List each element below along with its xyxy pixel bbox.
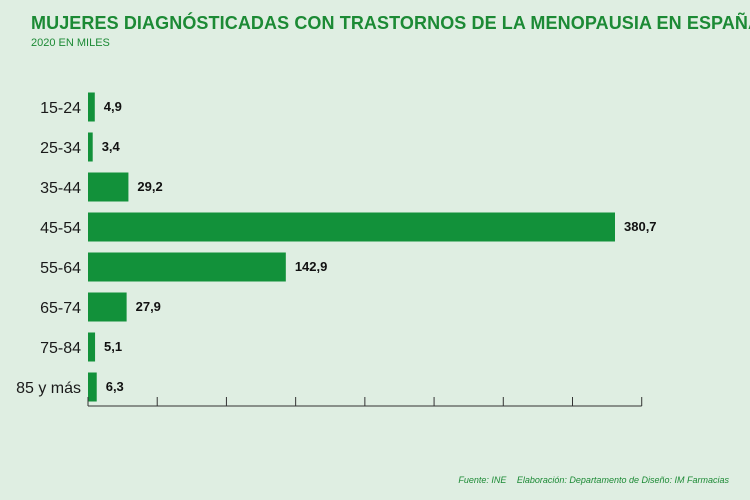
value-label: 27,9 bbox=[136, 299, 161, 314]
bar-85-y-más bbox=[88, 372, 97, 402]
bar-25-34 bbox=[88, 132, 93, 162]
value-label: 29,2 bbox=[137, 179, 162, 194]
value-label: 3,4 bbox=[102, 139, 121, 154]
footer: Fuente: INE Elaboración: Departamento de… bbox=[458, 475, 729, 485]
chart-subtitle: 2020 EN MILES bbox=[31, 37, 110, 49]
category-label: 75-84 bbox=[40, 340, 81, 357]
bars-group: 15-24 4,9 25-34 3,4 35-44 29,2 45-54 380,7 55-64… bbox=[16, 92, 657, 402]
chart-title: MUJERES DIAGNÓSTICADAS CON TRASTORNOS DE… bbox=[31, 13, 750, 33]
category-label: 35-44 bbox=[40, 180, 81, 197]
bar-45-54 bbox=[88, 212, 615, 242]
bar-35-44 bbox=[88, 172, 129, 202]
category-label: 85 y más bbox=[16, 380, 81, 397]
bar-65-74 bbox=[88, 292, 127, 322]
bar-15-24 bbox=[88, 92, 95, 122]
value-label: 4,9 bbox=[104, 99, 122, 114]
category-label: 65-74 bbox=[40, 300, 81, 317]
value-label: 5,1 bbox=[104, 339, 122, 354]
value-label: 6,3 bbox=[106, 379, 124, 394]
category-label: 25-34 bbox=[40, 140, 81, 157]
value-label: 380,7 bbox=[624, 219, 657, 234]
category-label: 15-24 bbox=[40, 100, 81, 117]
x-axis bbox=[87, 397, 643, 407]
credit-note: Elaboración: Departamento de Diseño: IM … bbox=[516, 475, 729, 485]
source-note: Fuente: INE bbox=[458, 475, 507, 485]
category-label: 55-64 bbox=[40, 260, 81, 277]
value-label: 142,9 bbox=[295, 259, 328, 274]
category-label: 45-54 bbox=[40, 220, 81, 237]
bar-75-84 bbox=[88, 332, 96, 362]
bar-55-64 bbox=[88, 252, 286, 282]
